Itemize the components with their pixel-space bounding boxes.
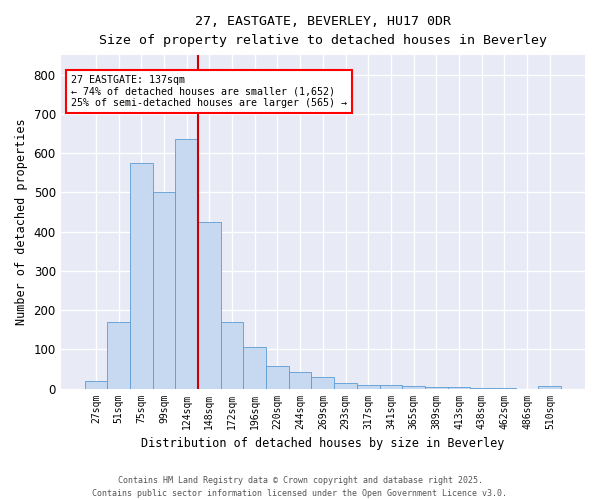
X-axis label: Distribution of detached houses by size in Beverley: Distribution of detached houses by size … (141, 437, 505, 450)
Bar (107, 322, 130, 388)
Y-axis label: Number of detached properties: Number of detached properties (15, 118, 28, 325)
Bar (289, 372, 311, 388)
Text: Contains HM Land Registry data © Crown copyright and database right 2025.
Contai: Contains HM Land Registry data © Crown c… (92, 476, 508, 498)
Bar (85, 380, 107, 388)
Text: 27 EASTGATE: 137sqm
← 74% of detached houses are smaller (1,652)
25% of semi-det: 27 EASTGATE: 137sqm ← 74% of detached ho… (71, 75, 347, 108)
Bar (175, 140, 198, 388)
Bar (152, 192, 175, 388)
Bar (266, 366, 289, 388)
Bar (130, 163, 152, 388)
Bar (538, 386, 561, 388)
Bar (380, 386, 402, 388)
Bar (244, 348, 266, 389)
Bar (402, 386, 425, 388)
Bar (311, 377, 334, 388)
Bar (425, 387, 448, 388)
Bar (221, 322, 244, 388)
Bar (334, 382, 357, 388)
Title: 27, EASTGATE, BEVERLEY, HU17 0DR
Size of property relative to detached houses in: 27, EASTGATE, BEVERLEY, HU17 0DR Size of… (99, 15, 547, 47)
Bar (198, 222, 221, 388)
Bar (357, 384, 380, 388)
